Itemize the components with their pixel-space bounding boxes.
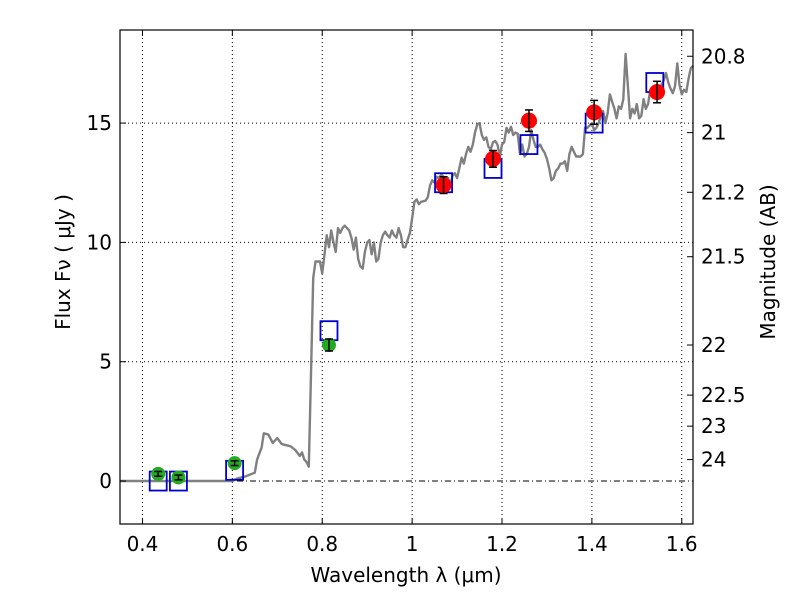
y-tick-label: 10: [87, 230, 112, 254]
y-tick-label: 15: [87, 111, 112, 135]
y-tick-label: 5: [99, 350, 112, 374]
right-tick-label: 20.8: [701, 44, 746, 68]
y-tick-label: 0: [99, 469, 112, 493]
right-tick-label: 21.2: [701, 180, 746, 204]
right-tick-label: 24: [701, 448, 726, 472]
right-tick-label: 22.5: [701, 383, 746, 407]
right-tick-label: 21.5: [701, 245, 746, 269]
x-tick-label: 0.6: [216, 532, 248, 556]
x-tick-label: 1.2: [486, 532, 518, 556]
y-axis-title-left: Flux Fν ( μJy ): [51, 194, 75, 330]
x-tick-label: 1: [406, 532, 419, 556]
y-axis-title-right: Magnitude (AB): [756, 184, 780, 339]
spectrum-line: [120, 52, 694, 483]
plot-frame: [119, 29, 694, 525]
tick-marks: [120, 30, 693, 524]
x-tick-label: 1.6: [666, 532, 698, 556]
tick-labels: 0.4 0.6 0.8 1 1.2 1.4 1.6 0 5 10 15 20.8 21 21.2 21.5 2…: [87, 44, 746, 556]
x-tick-label: 0.4: [127, 532, 159, 556]
right-tick-label: 21: [701, 121, 726, 145]
model-square-point: [519, 134, 539, 155]
x-tick-label: 0.8: [306, 532, 338, 556]
x-tick-label: 1.4: [576, 532, 608, 556]
right-tick-label: 22: [701, 333, 726, 357]
plot-area: [120, 52, 694, 492]
x-axis-title: Wavelength λ (μm): [310, 563, 501, 587]
right-tick-label: 23: [701, 414, 726, 438]
